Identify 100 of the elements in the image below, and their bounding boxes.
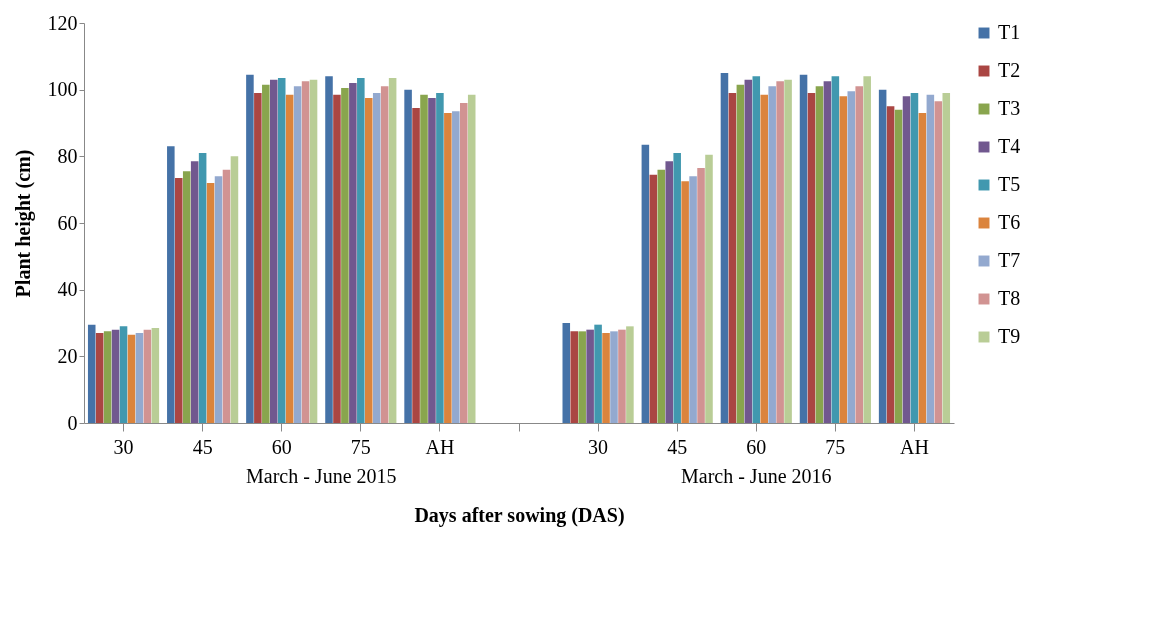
y-tick-label: 60 (57, 211, 78, 234)
bar (586, 329, 594, 423)
bar (570, 331, 579, 423)
bar (847, 91, 856, 423)
bar (720, 73, 729, 423)
bar (254, 93, 262, 423)
bar (665, 161, 674, 423)
y-tick-label: 20 (57, 344, 78, 367)
bar (934, 101, 943, 423)
bar (760, 94, 768, 423)
bar (886, 106, 895, 423)
bar (357, 78, 365, 423)
bar (578, 331, 586, 423)
bar (349, 83, 357, 423)
bar (744, 79, 753, 423)
text: March - June 2015 (246, 465, 397, 487)
bar (190, 161, 199, 423)
bar (831, 76, 840, 423)
bar (562, 323, 571, 423)
bar (626, 326, 634, 423)
bar (436, 93, 444, 423)
bar (333, 94, 341, 423)
bar (878, 89, 887, 423)
x-tick-label: 30 (588, 435, 609, 458)
bar (823, 81, 832, 423)
bar (894, 109, 903, 423)
bar (135, 333, 144, 423)
bar (673, 153, 681, 423)
bar (364, 98, 373, 423)
bar (325, 76, 333, 423)
bar (697, 168, 705, 423)
legend-label: T8 (998, 287, 1021, 309)
bar (285, 94, 294, 423)
bar (776, 81, 784, 423)
bar (610, 331, 618, 423)
bar (309, 79, 318, 423)
legend-label: T5 (998, 173, 1021, 195)
bar (372, 93, 381, 423)
bar (341, 88, 349, 423)
bar (175, 178, 183, 423)
bar (111, 329, 120, 423)
x-tick-label: 30 (113, 435, 134, 458)
bar (736, 84, 745, 423)
bar (143, 329, 152, 423)
bar (428, 98, 436, 423)
legend-label: T6 (998, 211, 1021, 233)
legend-label: T4 (998, 135, 1021, 157)
x-tick-label: 45 (667, 435, 688, 458)
bar (752, 76, 761, 423)
bar (863, 76, 871, 423)
bar (119, 326, 128, 423)
bar (87, 324, 96, 423)
bar (926, 94, 935, 423)
bar (657, 169, 666, 423)
bar (689, 176, 697, 423)
bar (270, 79, 278, 423)
bar (214, 176, 223, 423)
bar (594, 324, 602, 423)
bar (855, 86, 863, 423)
bar (182, 171, 191, 423)
bar (902, 96, 911, 423)
bar (103, 331, 112, 423)
bar (784, 79, 792, 423)
bar (815, 86, 824, 423)
legend-label: T1 (998, 21, 1021, 43)
bar (151, 328, 160, 423)
bar (602, 333, 610, 423)
bar (452, 111, 460, 423)
bar (412, 108, 420, 423)
legend-label: T2 (998, 59, 1021, 81)
x-tick-label: AH (900, 435, 929, 458)
x-tick-label: 45 (192, 435, 213, 458)
bar (910, 93, 919, 423)
bar (942, 93, 951, 423)
bar (388, 78, 397, 423)
bar (918, 113, 927, 423)
bar (420, 94, 428, 423)
y-tick-label: 120 (47, 11, 78, 34)
legend-label: T7 (998, 249, 1021, 271)
x-tick-label: 60 (746, 435, 767, 458)
bar (799, 74, 808, 423)
bar (293, 86, 302, 423)
text: March - June 2016 (681, 465, 832, 487)
y-tick-label: 40 (57, 278, 78, 301)
x-tick-label: 60 (271, 435, 292, 458)
bar (641, 144, 650, 423)
x-axis-title: Days after sowing (DAS) (414, 503, 625, 527)
legend-label: T9 (998, 325, 1021, 347)
bar (198, 153, 207, 423)
bar (246, 74, 254, 423)
bar (127, 334, 136, 423)
bar (222, 169, 231, 423)
bar (404, 89, 412, 423)
bar (807, 93, 816, 423)
bar (380, 86, 389, 423)
bar (95, 333, 104, 423)
bar (467, 94, 476, 423)
bar (206, 183, 215, 423)
bar (459, 103, 468, 423)
y-tick-label: 80 (57, 144, 78, 167)
